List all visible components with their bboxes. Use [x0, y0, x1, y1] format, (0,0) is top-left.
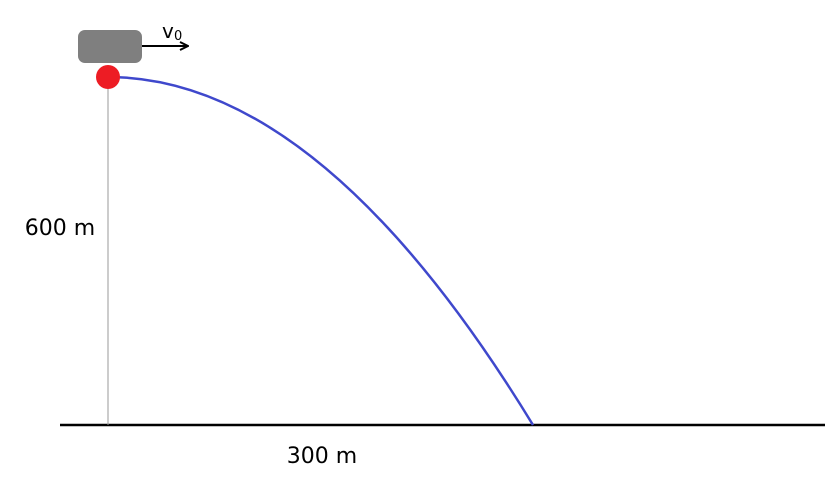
height-label: 600 m [25, 216, 95, 241]
velocity-label: v [162, 19, 174, 43]
projectile [96, 65, 120, 89]
velocity-subscript: 0 [174, 29, 182, 44]
distance-label: 300 m [287, 444, 357, 469]
trajectory [107, 75, 535, 426]
plane [78, 30, 142, 63]
